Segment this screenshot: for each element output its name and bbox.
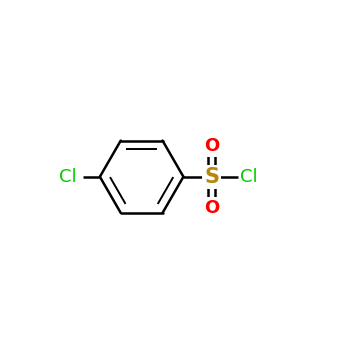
Text: Cl: Cl: [240, 168, 258, 186]
Text: O: O: [204, 199, 219, 217]
Text: S: S: [204, 167, 219, 187]
Text: O: O: [204, 137, 219, 155]
Text: Cl: Cl: [60, 168, 77, 186]
